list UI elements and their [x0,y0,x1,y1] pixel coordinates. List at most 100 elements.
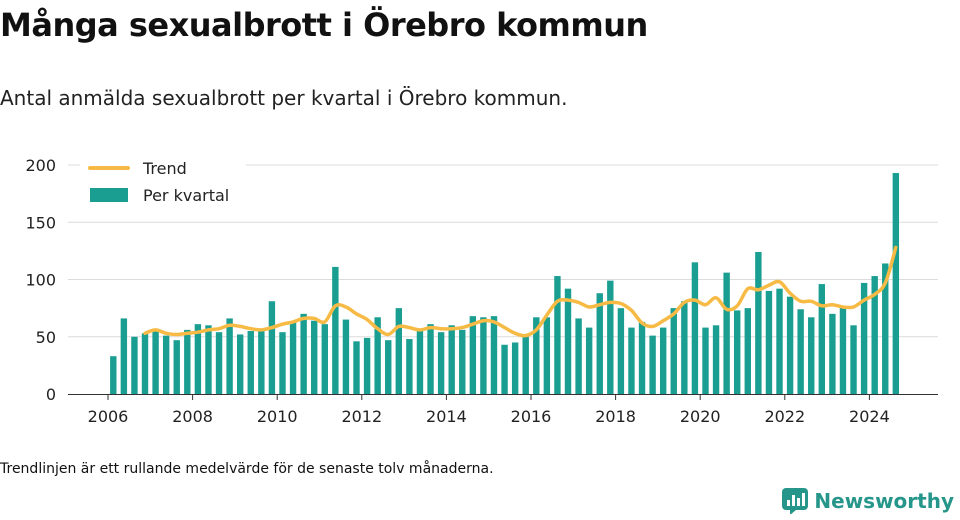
x-tick-label: 2010 [257,407,298,426]
bar [247,331,254,394]
trend-series [143,245,898,338]
chart: 0 50 100 150 200 2006 2008 2010 2012 2014 2016 201… [25,156,938,426]
bar [596,293,603,394]
bar [501,344,508,394]
legend-trend-label: Trend [142,159,187,178]
bar [628,327,635,394]
bar [342,319,350,394]
bar [332,266,339,394]
bar [511,342,519,394]
bar [829,313,836,394]
y-axis: 0 50 100 150 200 [25,156,56,404]
x-tick-label: 2014 [426,407,467,426]
bar [173,340,180,394]
bar [395,308,403,395]
brand-name: Newsworthy [814,489,954,513]
bar [607,280,614,394]
bar [892,173,900,394]
legend-bar-swatch [90,188,128,202]
bar [797,309,804,394]
bar [469,316,477,394]
bar [194,324,202,394]
bar [712,325,720,394]
bar [734,310,741,394]
bar [110,356,117,394]
bar [564,288,572,394]
bar [670,308,677,395]
chart-title: Många sexualbrott i Örebro kommun [0,6,648,44]
bar [459,329,466,394]
bar [448,325,455,394]
bar [808,317,815,394]
brand-logo[interactable]: Newsworthy [782,488,954,514]
bar [755,252,762,394]
bar [236,334,244,394]
bar [279,332,286,394]
x-tick-label: 2012 [341,407,382,426]
bar [659,327,667,394]
bar [184,329,191,394]
bar [385,340,392,394]
bar [744,308,751,395]
footnote: Trendlinjen är ett rullande medelvärde f… [0,461,494,477]
bar [839,306,847,394]
bar [363,337,371,394]
bar [258,331,265,394]
bar [226,318,233,394]
bar [321,324,328,394]
bar [205,325,212,394]
bar [543,317,551,394]
y-tick-label: 50 [36,328,56,347]
bar [522,336,529,394]
bar [765,290,773,394]
bar [215,332,223,394]
bar [162,335,170,394]
x-tick-label: 2018 [595,407,636,426]
bar [120,318,128,394]
bar [585,327,593,394]
bar [723,272,730,394]
bar [480,317,487,394]
bar [152,328,159,394]
bar [818,284,826,394]
bar [617,308,625,395]
x-axis: 2006 2008 2010 2012 2014 2016 2018 2020 2022 2024 [68,394,938,426]
bar [131,336,138,394]
x-tick-label: 2020 [680,407,721,426]
bar [575,318,582,394]
bar [786,296,794,394]
bar [860,282,868,394]
bar [416,329,424,394]
bar [681,301,688,394]
bar [638,321,646,394]
bar [311,320,318,394]
bar [374,317,381,394]
trend-line [143,245,898,338]
x-tick-label: 2022 [764,407,805,426]
x-tick-label: 2024 [849,407,890,426]
bar [702,327,709,394]
y-tick-label: 150 [25,213,56,232]
bar [850,325,857,394]
bar [427,324,434,394]
bar [691,262,699,394]
bar [437,332,445,394]
bar [649,335,656,394]
bar [554,276,561,394]
bar [490,316,498,394]
bar-series [110,173,900,395]
bar [300,313,307,394]
chart-subtitle: Antal anmälda sexualbrott per kvartal i … [0,86,568,110]
legend-bar-label: Per kvartal [143,186,229,205]
y-tick-label: 0 [46,385,56,404]
x-tick-label: 2008 [172,407,213,426]
y-tick-label: 200 [25,156,56,175]
x-tick-label: 2016 [511,407,552,426]
bar [268,301,276,394]
bar [882,263,889,394]
bar-chart-logo-icon [782,488,809,514]
bar [406,339,413,394]
y-tick-label: 100 [25,271,56,290]
bar [871,276,878,394]
legend: Trend Per kvartal [80,156,246,212]
